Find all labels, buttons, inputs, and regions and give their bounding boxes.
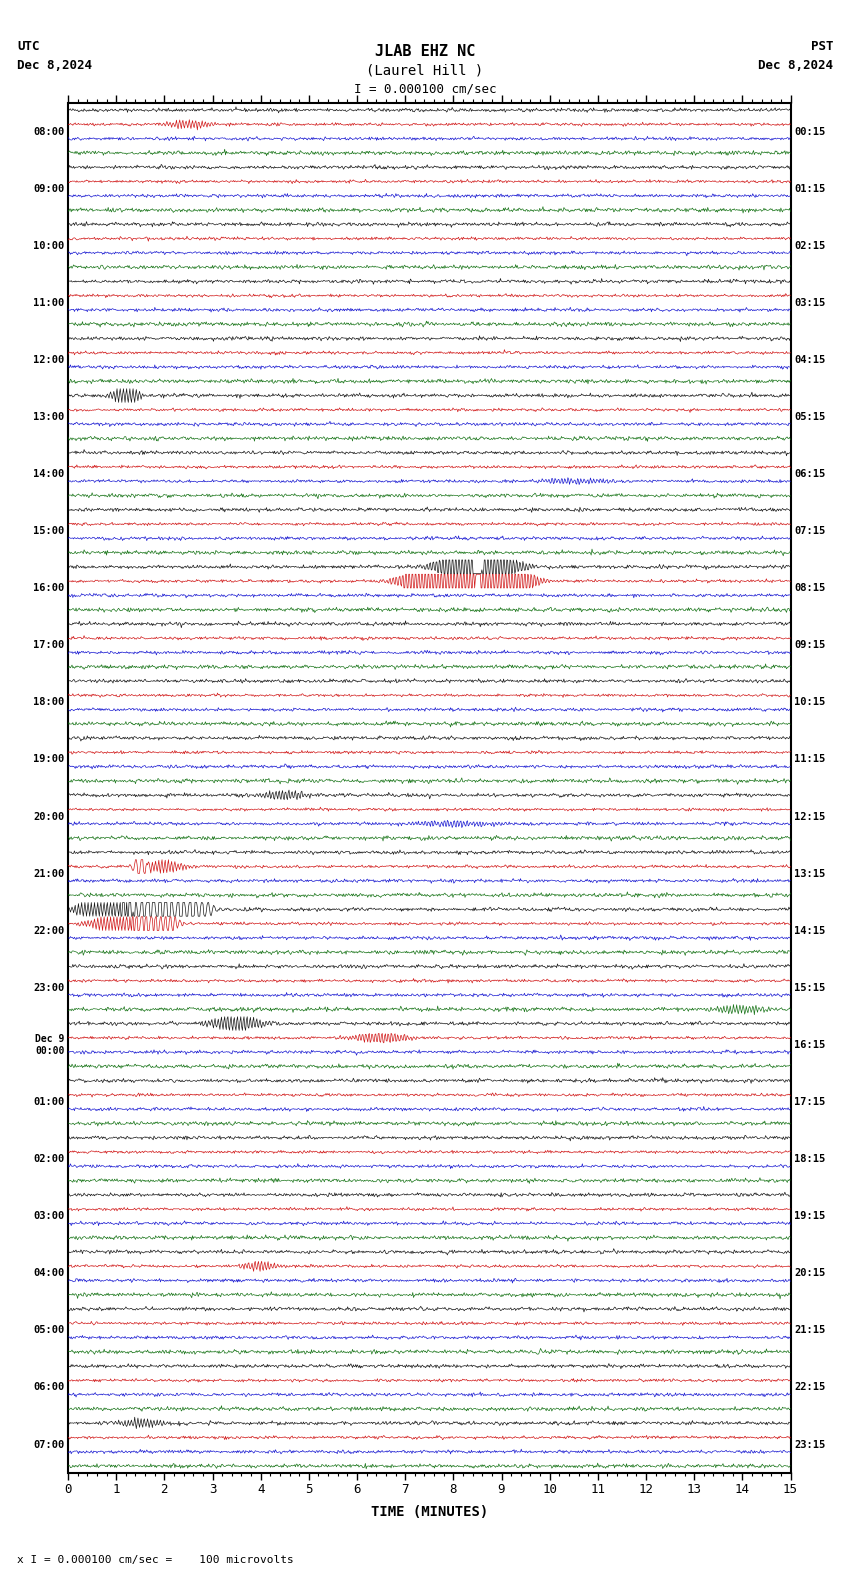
Text: 0: 0 <box>65 1483 71 1497</box>
Text: 07:00: 07:00 <box>33 1440 65 1449</box>
Text: 08:00: 08:00 <box>33 127 65 136</box>
Text: 04:15: 04:15 <box>794 355 825 364</box>
Text: 04:00: 04:00 <box>33 1269 65 1278</box>
Text: 21:15: 21:15 <box>794 1326 825 1335</box>
Text: 00:15: 00:15 <box>794 127 825 136</box>
Text: 05:00: 05:00 <box>33 1326 65 1335</box>
Text: 23:00: 23:00 <box>33 982 65 993</box>
Text: 21:00: 21:00 <box>33 868 65 879</box>
Text: 11:15: 11:15 <box>794 754 825 765</box>
Text: 18:00: 18:00 <box>33 697 65 708</box>
Text: 03:15: 03:15 <box>794 298 825 307</box>
Text: x I = 0.000100 cm/sec =    100 microvolts: x I = 0.000100 cm/sec = 100 microvolts <box>17 1555 294 1565</box>
Text: 08:15: 08:15 <box>794 583 825 594</box>
Text: 20:00: 20:00 <box>33 811 65 822</box>
Text: 7: 7 <box>401 1483 409 1497</box>
Text: I = 0.000100 cm/sec: I = 0.000100 cm/sec <box>354 82 496 95</box>
Text: 17:00: 17:00 <box>33 640 65 651</box>
Text: 11:00: 11:00 <box>33 298 65 307</box>
Text: 5: 5 <box>305 1483 313 1497</box>
Text: 15:00: 15:00 <box>33 526 65 535</box>
Text: 06:00: 06:00 <box>33 1383 65 1392</box>
Text: 22:15: 22:15 <box>794 1383 825 1392</box>
Text: 4: 4 <box>257 1483 264 1497</box>
Text: 06:15: 06:15 <box>794 469 825 478</box>
Text: 01:15: 01:15 <box>794 184 825 193</box>
Text: 12:15: 12:15 <box>794 811 825 822</box>
Text: 14:15: 14:15 <box>794 925 825 936</box>
Text: 07:15: 07:15 <box>794 526 825 535</box>
Text: PST: PST <box>811 40 833 52</box>
Text: 9: 9 <box>498 1483 505 1497</box>
Text: 09:15: 09:15 <box>794 640 825 651</box>
Text: 2: 2 <box>161 1483 168 1497</box>
Text: 8: 8 <box>450 1483 457 1497</box>
Text: 18:15: 18:15 <box>794 1155 825 1164</box>
Text: Dec 9
00:00: Dec 9 00:00 <box>35 1034 65 1057</box>
Text: Dec 8,2024: Dec 8,2024 <box>17 59 92 71</box>
Text: 6: 6 <box>354 1483 360 1497</box>
Text: 14:00: 14:00 <box>33 469 65 478</box>
Text: 12: 12 <box>638 1483 654 1497</box>
Text: Dec 8,2024: Dec 8,2024 <box>758 59 833 71</box>
Text: 1: 1 <box>112 1483 120 1497</box>
Text: 22:00: 22:00 <box>33 925 65 936</box>
Text: 10:00: 10:00 <box>33 241 65 250</box>
Text: 20:15: 20:15 <box>794 1269 825 1278</box>
Text: 10: 10 <box>542 1483 557 1497</box>
Text: 13: 13 <box>687 1483 701 1497</box>
Text: 16:15: 16:15 <box>794 1041 825 1050</box>
Text: 15: 15 <box>783 1483 798 1497</box>
Text: 17:15: 17:15 <box>794 1098 825 1107</box>
Text: 05:15: 05:15 <box>794 412 825 421</box>
Text: 23:15: 23:15 <box>794 1440 825 1449</box>
Text: JLAB EHZ NC: JLAB EHZ NC <box>375 44 475 59</box>
Text: 10:15: 10:15 <box>794 697 825 708</box>
Text: 13:00: 13:00 <box>33 412 65 421</box>
Text: 14: 14 <box>735 1483 750 1497</box>
Text: TIME (MINUTES): TIME (MINUTES) <box>371 1505 488 1519</box>
Text: 19:15: 19:15 <box>794 1212 825 1221</box>
Text: 02:00: 02:00 <box>33 1155 65 1164</box>
Text: 19:00: 19:00 <box>33 754 65 765</box>
Text: 02:15: 02:15 <box>794 241 825 250</box>
Text: 13:15: 13:15 <box>794 868 825 879</box>
Text: 15:15: 15:15 <box>794 982 825 993</box>
Text: 3: 3 <box>209 1483 216 1497</box>
Text: 11: 11 <box>591 1483 605 1497</box>
Text: (Laurel Hill ): (Laurel Hill ) <box>366 63 484 78</box>
Text: 03:00: 03:00 <box>33 1212 65 1221</box>
Text: 09:00: 09:00 <box>33 184 65 193</box>
Bar <box>68 103 791 1473</box>
Text: 16:00: 16:00 <box>33 583 65 594</box>
Text: UTC: UTC <box>17 40 39 52</box>
Text: 12:00: 12:00 <box>33 355 65 364</box>
Text: 01:00: 01:00 <box>33 1098 65 1107</box>
